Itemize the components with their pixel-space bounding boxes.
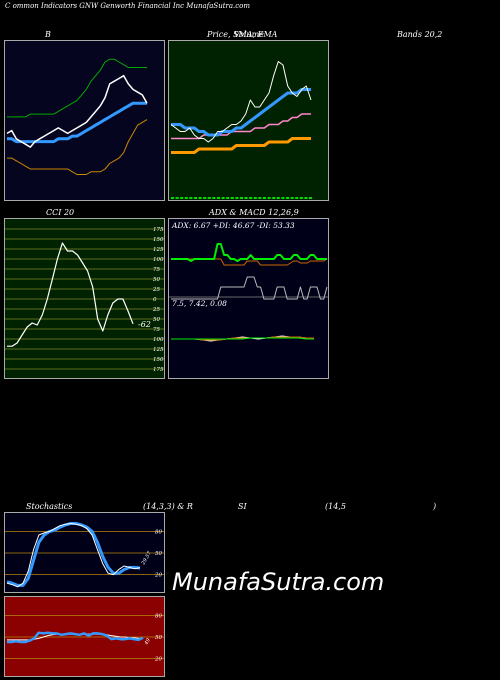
cci-tick-label: 175 (153, 227, 164, 233)
cci-tick-label: 125 (153, 347, 164, 353)
bb-upper-band-line (7, 58, 147, 118)
price-sma-long-line (171, 137, 311, 154)
volume-bar (244, 197, 248, 199)
volume-bar (272, 197, 276, 199)
volume-bar (171, 197, 174, 199)
price-ema-line (171, 88, 311, 137)
adx-plus-di-line (171, 243, 327, 262)
volume-bar (230, 197, 234, 199)
rsi-panel: 80 50 20 49 (4, 596, 165, 677)
adx-macd-panel: ADX: 6.67 +DI: 46.67 -DI: 53.33 7.5, 7.4… (168, 218, 329, 379)
stoch-tick-label: 80 (155, 529, 162, 535)
rsi-params-label: (14,5 (325, 502, 346, 511)
volume-bar (240, 197, 243, 199)
cci-panel: 175 150 125 100 75 50 25 0 25 50 75 100 125 150 175 -62 (4, 218, 165, 379)
price-sma-mid-line (171, 113, 311, 140)
price-close-line (170, 61, 312, 143)
volume-bar (309, 197, 312, 199)
volume-bar (304, 197, 308, 199)
adx-macd-chart (169, 243, 328, 342)
volume-bar (235, 197, 239, 199)
bollinger-panel (4, 40, 165, 201)
volume-bar (299, 197, 303, 199)
macd-histogram-line (171, 337, 314, 340)
volume-bar (295, 197, 299, 199)
stoch-label: Stochastics (26, 502, 73, 511)
volume-bar (258, 197, 262, 199)
rsi-chart: 80 50 20 49 (5, 613, 164, 663)
volume-bar (180, 197, 184, 199)
stoch-value-label: 29.57 (140, 550, 153, 567)
page-title: C ommon Indicators GNW Genworth Financia… (5, 2, 251, 10)
volume-bar (198, 197, 202, 199)
bollinger-b-label: B (45, 30, 51, 39)
macd-values: 7.5, 7.42, 0.08 (172, 299, 227, 308)
cci-value-label: -62 (138, 320, 151, 329)
stoch-tick-label: 50 (155, 551, 162, 557)
cci-tick-label: 100 (153, 257, 164, 263)
volume-bar (217, 197, 220, 199)
rsi-tick-label: 20 (154, 657, 162, 663)
bands-label: Bands 20,2 (397, 30, 443, 39)
cci-tick-label: 25 (152, 287, 160, 293)
stoch-k-line (6, 523, 141, 588)
rsi-tick-label: 50 (155, 635, 162, 641)
stoch-panel: 80 50 20 29.57 (4, 512, 165, 593)
volume-bar (189, 197, 193, 199)
adx-line (171, 276, 328, 300)
volume-bar (281, 197, 285, 199)
cci-tick-label: 50 (153, 317, 160, 323)
volume-bar (249, 197, 253, 199)
cci-chart: 175 150 125 100 75 50 25 0 25 50 75 100 125 150 175 -62 (5, 227, 164, 373)
cci-tick-label: 75 (153, 327, 160, 333)
bollinger-chart (6, 58, 148, 175)
rsi-label: SI (238, 502, 247, 511)
cci-label: CCI 20 (46, 208, 75, 217)
stoch-tick-label: 20 (154, 573, 162, 579)
watermark: MunafaSutra.com (172, 568, 385, 596)
cci-tick-label: 100 (153, 337, 164, 343)
volume-bar (253, 197, 257, 199)
rsi-line (7, 631, 144, 644)
cci-tick-label: 50 (153, 277, 160, 283)
volume-bar (207, 197, 211, 199)
volume-label: Volume (234, 30, 264, 39)
rsi-tick-label: 80 (155, 613, 162, 619)
price-panel (168, 40, 329, 201)
volume-bar (263, 197, 266, 199)
bb-middle-band-line (7, 101, 147, 144)
volume-bar (276, 197, 280, 199)
cci-tick-label: 75 (153, 267, 160, 273)
volume-bar (221, 197, 225, 199)
cci-tick-label: 0 (153, 297, 157, 303)
volume-bar (290, 197, 294, 199)
bb-lower-band-line (7, 119, 148, 175)
rsi-close-label: ) (433, 502, 437, 511)
cci-tick-label: 25 (152, 307, 160, 313)
volume-bar (184, 197, 188, 199)
volume-bar (286, 197, 289, 199)
cci-line (7, 242, 134, 347)
stoch-params-label: (14,3,3) & R (143, 502, 193, 511)
adx-values: ADX: 6.67 +DI: 46.67 -DI: 53.33 (172, 221, 295, 230)
rsi-value-label: 49 (143, 637, 152, 647)
cci-tick-label: 150 (153, 357, 164, 363)
adx-macd-label: ADX & MACD 12,26,9 (209, 208, 299, 217)
cci-tick-label: 175 (153, 367, 164, 373)
volume-bar (226, 197, 230, 199)
price-chart (170, 61, 312, 199)
stoch-d-line (6, 522, 141, 587)
volume-bar (267, 197, 271, 199)
volume-bar (175, 197, 179, 199)
cci-tick-label: 125 (153, 247, 164, 253)
bb-price-line (6, 74, 148, 148)
volume-bar (212, 197, 216, 199)
volume-bar (194, 197, 197, 199)
volume-bar (203, 197, 207, 199)
price-label: Price, SMA, EMA (207, 30, 278, 39)
cci-tick-label: 150 (153, 237, 164, 243)
